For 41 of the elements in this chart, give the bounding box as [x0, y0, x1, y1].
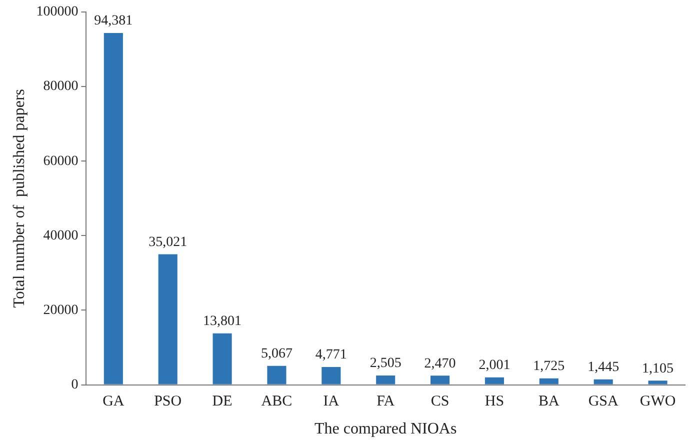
- x-tick-label: HS: [484, 394, 504, 410]
- y-tick-label: 40000: [43, 228, 78, 244]
- bar: [648, 380, 668, 384]
- x-tick-label: FA: [376, 394, 395, 410]
- data-label: 94,381: [94, 14, 133, 29]
- x-tick-label: IA: [323, 394, 340, 410]
- data-label: 13,801: [203, 314, 242, 330]
- y-tick-label: 20000: [43, 302, 78, 318]
- x-tick-label: GA: [102, 394, 124, 410]
- bar: [104, 32, 123, 384]
- data-label: 35,021: [148, 234, 188, 250]
- x-tick-label: BA: [538, 394, 560, 410]
- y-axis-title: Total number of published papers: [10, 88, 28, 308]
- y-tick-label: 80000: [43, 79, 78, 94]
- data-label: 5,067: [260, 346, 292, 362]
- data-label: 1,445: [588, 360, 620, 376]
- bar: [484, 377, 504, 384]
- x-tick-label: GSA: [588, 394, 619, 410]
- y-tick-label: 60000: [43, 154, 78, 169]
- bar: [267, 366, 286, 384]
- bar: [430, 376, 450, 384]
- bar: [539, 378, 558, 384]
- y-tick-label: 0: [71, 377, 78, 392]
- x-tick-label: GWO: [640, 394, 676, 410]
- bar: [322, 367, 341, 384]
- x-tick-label: CS: [430, 394, 450, 410]
- x-tick-label: DE: [212, 394, 232, 410]
- data-label: 2,001: [478, 358, 510, 374]
- bar: [594, 379, 613, 384]
- bar: [376, 375, 396, 384]
- bar: [212, 333, 232, 384]
- data-label: 1,725: [533, 359, 565, 374]
- data-label: 1,105: [642, 361, 674, 376]
- bar: [158, 254, 178, 384]
- data-label: 2,505: [370, 356, 402, 372]
- data-label: 2,470: [424, 356, 456, 372]
- x-tick-label: PSO: [154, 394, 182, 410]
- y-tick-label: 100000: [36, 4, 78, 20]
- x-tick-label: ABC: [261, 394, 292, 410]
- x-axis-title: The compared NIOAs: [314, 420, 457, 438]
- data-label: 4,771: [315, 348, 347, 363]
